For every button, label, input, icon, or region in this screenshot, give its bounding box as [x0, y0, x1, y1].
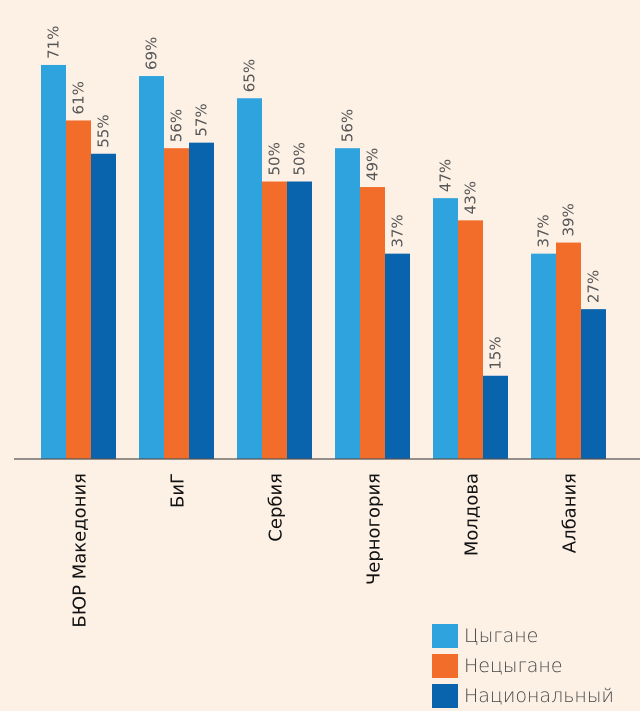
- value-label-2-1: 50%: [266, 142, 284, 175]
- legend-item-2: Национальный: [432, 681, 614, 711]
- category-label-5: Албания: [560, 473, 581, 553]
- category-labels-group: БЮР Македония БиГ Сербия Черногория Молдова А…: [70, 473, 581, 628]
- bar-4-1: [458, 220, 483, 459]
- value-label-2-2: 50%: [291, 142, 309, 175]
- legend-label-1: Нецыгане: [464, 655, 563, 677]
- bar-1-0: [139, 76, 164, 460]
- category-label-0: БЮР Македония: [70, 473, 91, 628]
- legend-item-1: Нецыгане: [432, 651, 614, 681]
- bar-4-0: [433, 198, 458, 459]
- value-label-5-0: 37%: [535, 214, 553, 247]
- legend-swatch-2: [432, 684, 458, 708]
- value-label-4-0: 47%: [437, 159, 455, 192]
- value-label-5-2: 27%: [585, 270, 603, 303]
- bar-4-2: [483, 375, 508, 459]
- value-label-4-1: 43%: [462, 181, 480, 214]
- bar-2-2: [287, 181, 312, 459]
- bar-3-0: [335, 148, 360, 459]
- category-label-1: БиГ: [168, 473, 189, 508]
- legend: Цыгане Нецыгане Национальный: [432, 621, 614, 711]
- bar-1-2: [189, 142, 214, 459]
- bar-0-2: [91, 153, 116, 459]
- value-label-1-1: 56%: [168, 109, 186, 142]
- value-label-3-2: 37%: [389, 214, 407, 247]
- legend-item-0: Цыгане: [432, 621, 614, 651]
- value-labels-group: 71% 61% 55% 69% 56% 57% 65% 50% 50% 56% 49% 37% 47% 4…: [45, 26, 603, 370]
- legend-swatch-0: [432, 624, 458, 648]
- value-label-3-1: 49%: [364, 148, 382, 181]
- legend-label-2: Национальный: [464, 685, 614, 707]
- bar-3-2: [385, 253, 410, 459]
- value-label-2-0: 65%: [241, 59, 259, 92]
- bar-0-1: [66, 120, 91, 459]
- value-label-0-0: 71%: [45, 26, 63, 59]
- value-label-0-1: 61%: [70, 81, 88, 114]
- bar-1-1: [164, 148, 189, 459]
- value-label-3-0: 56%: [339, 109, 357, 142]
- bar-5-0: [531, 253, 556, 459]
- value-label-1-2: 57%: [193, 103, 211, 136]
- bars-group: [41, 64, 606, 460]
- value-label-4-2: 15%: [487, 336, 505, 369]
- bar-5-1: [556, 242, 581, 459]
- legend-label-0: Цыгане: [464, 625, 539, 647]
- bar-2-0: [237, 98, 262, 459]
- bar-2-1: [262, 181, 287, 459]
- bar-3-1: [360, 187, 385, 460]
- category-label-2: Сербия: [266, 473, 287, 542]
- category-label-4: Молдова: [462, 473, 483, 556]
- category-label-3: Черногория: [364, 473, 385, 585]
- legend-swatch-1: [432, 654, 458, 678]
- value-label-0-2: 55%: [95, 114, 113, 147]
- bar-0-0: [41, 64, 66, 459]
- value-label-1-0: 69%: [143, 37, 161, 70]
- value-label-5-1: 39%: [560, 203, 578, 236]
- bar-5-2: [581, 309, 606, 459]
